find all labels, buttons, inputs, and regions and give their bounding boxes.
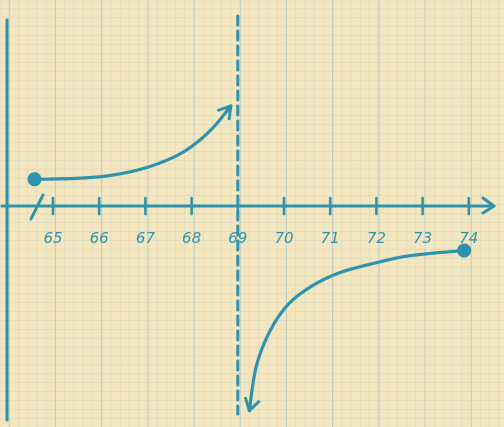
x-tick-label: 73 bbox=[413, 229, 432, 247]
x-tick-label: 70 bbox=[274, 229, 293, 247]
start-point-dot bbox=[27, 172, 42, 187]
x-tick-label: 65 bbox=[43, 229, 62, 247]
x-tick-label: 72 bbox=[367, 229, 386, 247]
curve-left bbox=[32, 104, 233, 181]
x-tick-label: 66 bbox=[90, 229, 109, 247]
x-tick-label: 67 bbox=[136, 229, 156, 247]
curve-arrow-down-icon bbox=[244, 396, 261, 413]
curve-right bbox=[247, 248, 466, 413]
x-tick-label: 71 bbox=[321, 229, 340, 247]
curve-arrow-up-icon bbox=[217, 104, 233, 121]
end-point-dot bbox=[457, 243, 472, 258]
function-curves bbox=[27, 104, 472, 413]
x-tick-label: 74 bbox=[459, 229, 478, 247]
x-axis-arrow-icon bbox=[481, 196, 496, 215]
axis-break-mark bbox=[29, 193, 45, 221]
axes bbox=[0, 18, 496, 422]
x-tick-label: 68 bbox=[182, 229, 201, 247]
x-ticks: 65 66 67 68 69 70 71 72 73 74 bbox=[43, 196, 478, 247]
x-tick-label: 69 bbox=[228, 229, 247, 247]
